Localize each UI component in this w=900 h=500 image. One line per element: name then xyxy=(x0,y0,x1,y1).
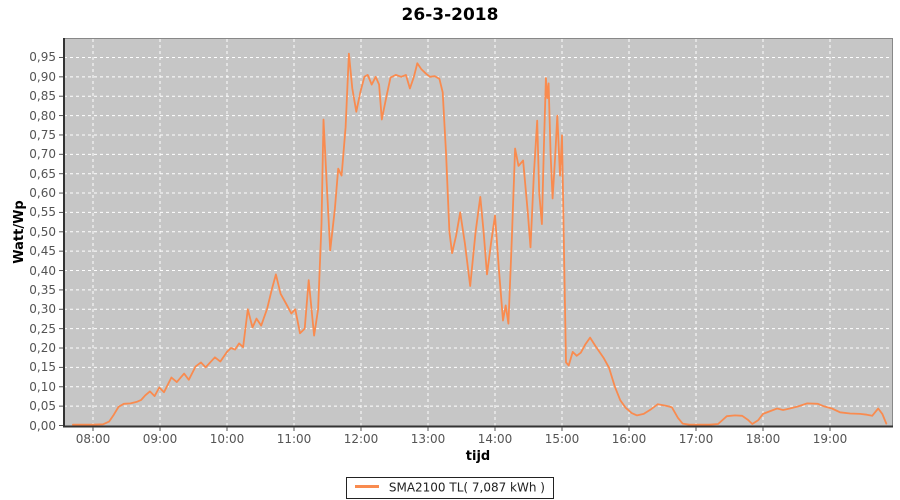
y-tick-label: 0,90 xyxy=(29,69,56,84)
legend-line-swatch xyxy=(355,485,380,488)
y-tick-label: 0,10 xyxy=(29,379,56,394)
y-tick-label: 0,25 xyxy=(29,321,56,336)
x-tick-label: 15:00 xyxy=(544,432,580,446)
y-tick-label: 0,55 xyxy=(29,205,56,220)
legend-label: SMA2100 TL( 7,087 kWh ) xyxy=(388,480,545,495)
y-tick-label: 0,00 xyxy=(29,418,56,433)
y-axis-title: Watt/Wp xyxy=(12,200,27,264)
y-tick-label: 0,15 xyxy=(29,360,56,375)
y-tick-label: 0,65 xyxy=(29,166,56,181)
y-tick-label: 0,45 xyxy=(29,244,56,259)
y-tick-label: 0,20 xyxy=(29,341,56,356)
chart-title: 26-3-2018 xyxy=(401,5,499,25)
y-tick-label: 0,50 xyxy=(29,224,56,239)
legend-box: SMA2100 TL( 7,087 kWh ) xyxy=(346,477,554,499)
x-tick-label: 19:00 xyxy=(812,432,848,446)
x-tick-label: 08:00 xyxy=(75,432,111,446)
y-tick-label: 0,80 xyxy=(29,108,56,123)
x-tick-label: 11:00 xyxy=(276,432,312,446)
x-tick-label: 09:00 xyxy=(142,432,178,446)
legend: SMA2100 TL( 7,087 kWh ) xyxy=(0,476,900,499)
y-tick-label: 0,05 xyxy=(29,399,56,414)
x-tick-label: 18:00 xyxy=(745,432,781,446)
y-tick-label: 0,30 xyxy=(29,302,56,317)
x-tick-label: 10:00 xyxy=(209,432,245,446)
x-tick-label: 13:00 xyxy=(410,432,446,446)
y-tick-label: 0,75 xyxy=(29,127,56,142)
x-tick-label: 14:00 xyxy=(477,432,513,446)
y-tick-label: 0,40 xyxy=(29,263,56,278)
y-tick-label: 0,60 xyxy=(29,186,56,201)
x-tick-label: 17:00 xyxy=(678,432,714,446)
y-tick-label: 0,85 xyxy=(29,89,56,104)
x-tick-label: 12:00 xyxy=(343,432,379,446)
y-tick-label: 0,35 xyxy=(29,282,56,297)
x-axis-title: tijd xyxy=(465,449,491,464)
y-tick-label: 0,70 xyxy=(29,147,56,162)
y-tick-label: 0,95 xyxy=(29,50,56,65)
x-tick-label: 16:00 xyxy=(611,432,647,446)
